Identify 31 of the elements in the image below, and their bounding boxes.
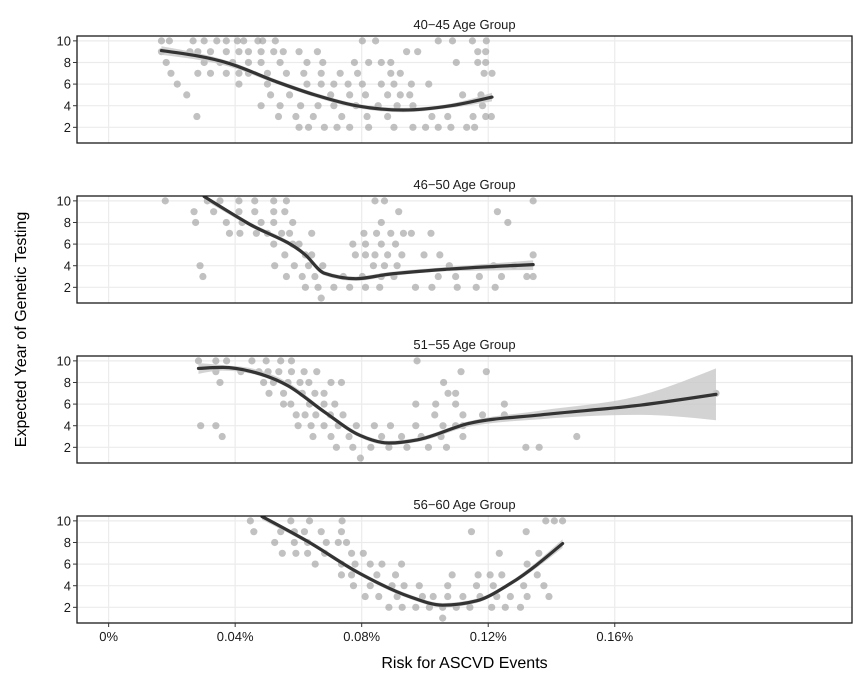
y-tick-label: 6 — [64, 236, 71, 252]
x-tick-label: 0.12% — [470, 629, 508, 644]
y-tick-label: 8 — [64, 215, 71, 230]
y-tick-label: 4 — [64, 98, 71, 114]
y-tick-label: 8 — [64, 535, 71, 550]
y-tick-label: 2 — [64, 600, 71, 615]
y-tick-label: 6 — [64, 556, 71, 572]
y-tick-label: 4 — [64, 578, 71, 594]
y-tick-label: 8 — [64, 55, 71, 70]
chart-title: 56−60 Age Group — [413, 497, 516, 512]
y-tick-label: 6 — [64, 396, 71, 412]
x-tick-label: 0.08% — [343, 629, 381, 644]
y-axis-title: Expected Year of Genetic Testing — [13, 212, 30, 448]
y-tick-label: 10 — [56, 513, 71, 528]
x-axis-title: Risk for ASCVD Events — [381, 655, 548, 672]
y-tick-label: 10 — [56, 353, 71, 368]
y-tick-label: 2 — [64, 440, 71, 455]
y-tick-label: 2 — [64, 120, 71, 135]
x-tick-label: 0% — [99, 629, 118, 644]
y-tick-label: 10 — [56, 33, 71, 48]
y-tick-label: 4 — [64, 258, 71, 274]
x-tick-label: 0.04% — [216, 629, 254, 644]
y-tick-label: 8 — [64, 375, 71, 390]
chart-title: 40−45 Age Group — [413, 17, 516, 32]
y-tick-label: 6 — [64, 76, 71, 92]
x-tick-label: 0.16% — [596, 629, 634, 644]
chart-title: 46−50 Age Group — [413, 177, 516, 192]
y-tick-label: 10 — [56, 193, 71, 208]
y-tick-label: 4 — [64, 418, 71, 434]
chart-title: 51−55 Age Group — [413, 337, 516, 352]
y-tick-label: 2 — [64, 280, 71, 295]
